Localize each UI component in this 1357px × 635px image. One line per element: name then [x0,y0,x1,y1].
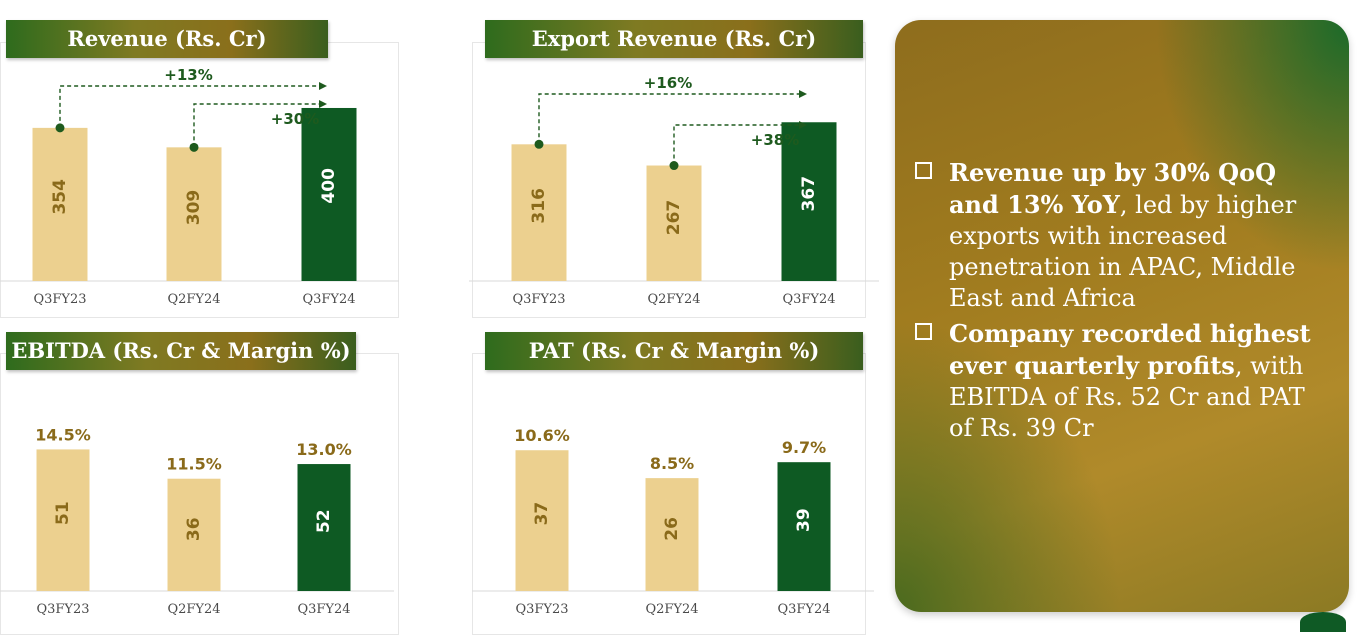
bar-q3fy24 [777,462,831,591]
growth-arrow-line [538,93,801,145]
highlight-revenue-bold: Revenue up by 30% QoQ and 13% YoY [949,158,1276,219]
bar-value-label: 367 [799,176,819,212]
highlight-revenue-rest: , led by higher exports with increased p… [949,191,1297,312]
x-tick-label: Q3FY24 [777,602,830,617]
growth-arrow-line [193,103,321,148]
x-tick-label: Q2FY24 [647,292,700,307]
bar-q3fy23 [515,450,569,591]
ebitda-chart: 51 Q3FY23 14.5% 36 Q2FY24 11.5% 52 Q3FY24 13.0% [0,425,394,617]
export-revenue-chart-title: Export Revenue (Rs. Cr) [485,20,863,58]
checkbox-bullet-icon [915,323,932,340]
x-tick-label: Q2FY24 [645,602,698,617]
bar-q2fy24 [166,147,222,281]
x-tick-label: Q2FY24 [167,602,220,617]
margin-label: 14.5% [35,425,91,444]
bar-q2fy24 [167,478,221,591]
pat-chart-title: PAT (Rs. Cr & Margin %) [485,332,863,370]
margin-label: 8.5% [650,454,694,473]
growth-arrow-head [799,121,807,129]
growth-arrow-head [319,100,327,108]
x-tick-label: Q3FY23 [36,602,89,617]
bar-value-label: 51 [53,501,73,525]
bar-value-label: 267 [664,200,684,236]
bar-q3fy23 [36,449,90,591]
bar-value-label: 316 [529,188,549,224]
bar-q3fy24 [301,107,357,281]
growth-arrow-head [319,82,327,90]
growth-label: +13% [164,66,212,84]
highlight-revenue: Revenue up by 30% QoQ and 13% YoY, led b… [915,157,1331,314]
pat-chart: 37 Q3FY23 10.6% 26 Q2FY24 8.5% 39 Q3FY24 9.7% [472,426,874,617]
x-tick-label: Q3FY24 [782,292,835,307]
growth-arrow-head [799,90,807,98]
growth-label: +38% [751,131,799,149]
revenue-chart: 354 Q3FY23 309 Q2FY24 400 Q3FY24 +13% +30% [0,66,399,307]
x-tick-label: Q3FY23 [515,602,568,617]
bar-q2fy24 [646,165,702,281]
growth-label: +16% [644,74,692,92]
bar-q3fy24 [297,464,351,591]
bar-value-label: 400 [319,168,339,204]
margin-label: 10.6% [514,426,570,445]
ebitda-chart-title: EBITDA (Rs. Cr & Margin %) [6,332,356,370]
export-revenue-chart: 316 Q3FY23 267 Q2FY24 367 Q3FY24 +16% +38% [469,74,879,307]
bar-q3fy23 [511,144,567,281]
highlight-profits: Company recorded highest ever quarterly … [915,318,1331,444]
margin-label: 11.5% [166,455,222,474]
checkbox-bullet-icon [915,162,932,179]
x-tick-label: Q3FY23 [512,292,565,307]
bar-value-label: 39 [794,508,814,532]
bar-q3fy23 [32,127,88,281]
bar-value-label: 354 [50,179,70,215]
highlights-card: Revenue up by 30% QoQ and 13% YoY, led b… [895,20,1349,612]
x-tick-label: Q3FY24 [297,602,350,617]
bar-q3fy24 [781,122,837,281]
growth-label: +30% [271,110,319,128]
x-tick-label: Q2FY24 [167,292,220,307]
x-tick-label: Q3FY24 [302,292,355,307]
bar-q2fy24 [645,478,699,591]
bar-value-label: 309 [184,190,204,226]
margin-label: 9.7% [782,438,826,457]
highlight-profits-rest: , with EBITDA of Rs. 52 Cr and PAT of Rs… [949,352,1305,442]
bar-value-label: 26 [662,517,682,541]
x-tick-label: Q3FY23 [33,292,86,307]
revenue-chart-title: Revenue (Rs. Cr) [6,20,328,58]
bar-value-label: 52 [314,509,334,533]
highlight-profits-bold: Company recorded highest ever quarterly … [949,319,1311,380]
bar-value-label: 37 [532,502,552,526]
margin-label: 13.0% [296,440,352,459]
corner-decoration [1300,612,1346,632]
bar-value-label: 36 [184,517,204,541]
